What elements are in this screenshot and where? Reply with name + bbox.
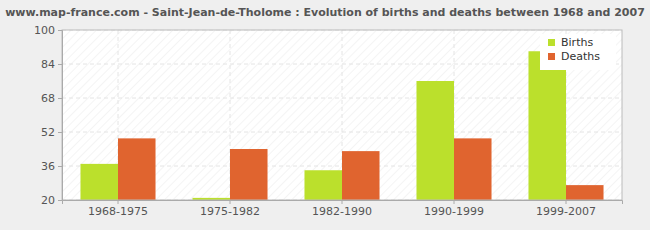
y-tick-mark: [58, 30, 62, 31]
x-tick: 1975-1982: [200, 200, 260, 218]
x-tick-label: 1990-1999: [424, 205, 484, 218]
x-tick-mark: [118, 200, 119, 204]
grid: [62, 30, 622, 200]
legend: BirthsDeaths: [540, 34, 616, 70]
y-tick-label: 36: [41, 160, 55, 173]
bar: [566, 185, 604, 200]
background: [0, 0, 650, 230]
legend-label: Deaths: [561, 50, 600, 63]
x-tick-mark: [230, 200, 231, 204]
y-tick: 84: [41, 58, 62, 71]
y-tick: 36: [41, 160, 62, 173]
legend-swatch: [548, 39, 555, 46]
chart: 20 36 52 68 84 100 1968-1975 1975-1982 1982-1990…: [0, 0, 650, 230]
x-tick-mark: [342, 200, 343, 204]
bars: [80, 51, 603, 200]
x-tick: 1999-2007: [536, 200, 596, 218]
y-tick-label: 20: [41, 194, 55, 207]
legend-box: [540, 34, 616, 70]
x-tick-label: 1968-1975: [88, 205, 148, 218]
bar: [454, 138, 492, 200]
x-axis: 1968-1975 1975-1982 1982-1990 1990-1999 1999…: [63, 200, 623, 218]
y-tick: 20: [41, 194, 62, 207]
legend-label: Births: [561, 36, 593, 49]
bar: [118, 138, 156, 200]
bar: [230, 149, 268, 200]
x-tick-mark: [454, 200, 455, 204]
y-tick-mark: [58, 132, 62, 133]
legend-item: Deaths: [548, 50, 600, 63]
y-tick-label: 68: [41, 92, 55, 105]
legend-item: Births: [548, 36, 593, 49]
y-tick-mark: [58, 98, 62, 99]
x-axis-line: [63, 201, 623, 205]
bar: [342, 151, 380, 200]
y-tick-label: 84: [41, 58, 55, 71]
plot-frame: [62, 30, 622, 200]
y-tick-mark: [58, 200, 62, 201]
y-tick: 52: [41, 126, 62, 139]
y-tick: 100: [34, 24, 62, 37]
bar: [80, 164, 118, 200]
bar: [528, 51, 566, 200]
y-tick-label: 100: [34, 24, 55, 37]
y-axis-line: [58, 31, 63, 201]
bar: [416, 81, 454, 200]
x-tick-mark: [566, 200, 567, 204]
y-tick-mark: [58, 166, 62, 167]
plot-area: [62, 30, 622, 200]
x-tick-label: 1982-1990: [312, 205, 372, 218]
y-tick-mark: [58, 64, 62, 65]
plot: 20 36 52 68 84 100 1968-1975 1975-1982 1982-1990…: [34, 24, 623, 218]
x-tick-label: 1999-2007: [536, 205, 596, 218]
title: www.map-france.com - Saint-Jean-de-Tholo…: [5, 6, 645, 19]
y-tick: 68: [41, 92, 62, 105]
x-tick-label: 1975-1982: [200, 205, 260, 218]
x-tick: 1990-1999: [424, 200, 484, 218]
y-tick-label: 52: [41, 126, 55, 139]
bar: [304, 170, 342, 200]
legend-swatch: [548, 53, 555, 60]
x-tick: 1968-1975: [88, 200, 148, 218]
x-tick: 1982-1990: [312, 200, 372, 218]
y-axis: 20 36 52 68 84 100: [34, 24, 63, 207]
